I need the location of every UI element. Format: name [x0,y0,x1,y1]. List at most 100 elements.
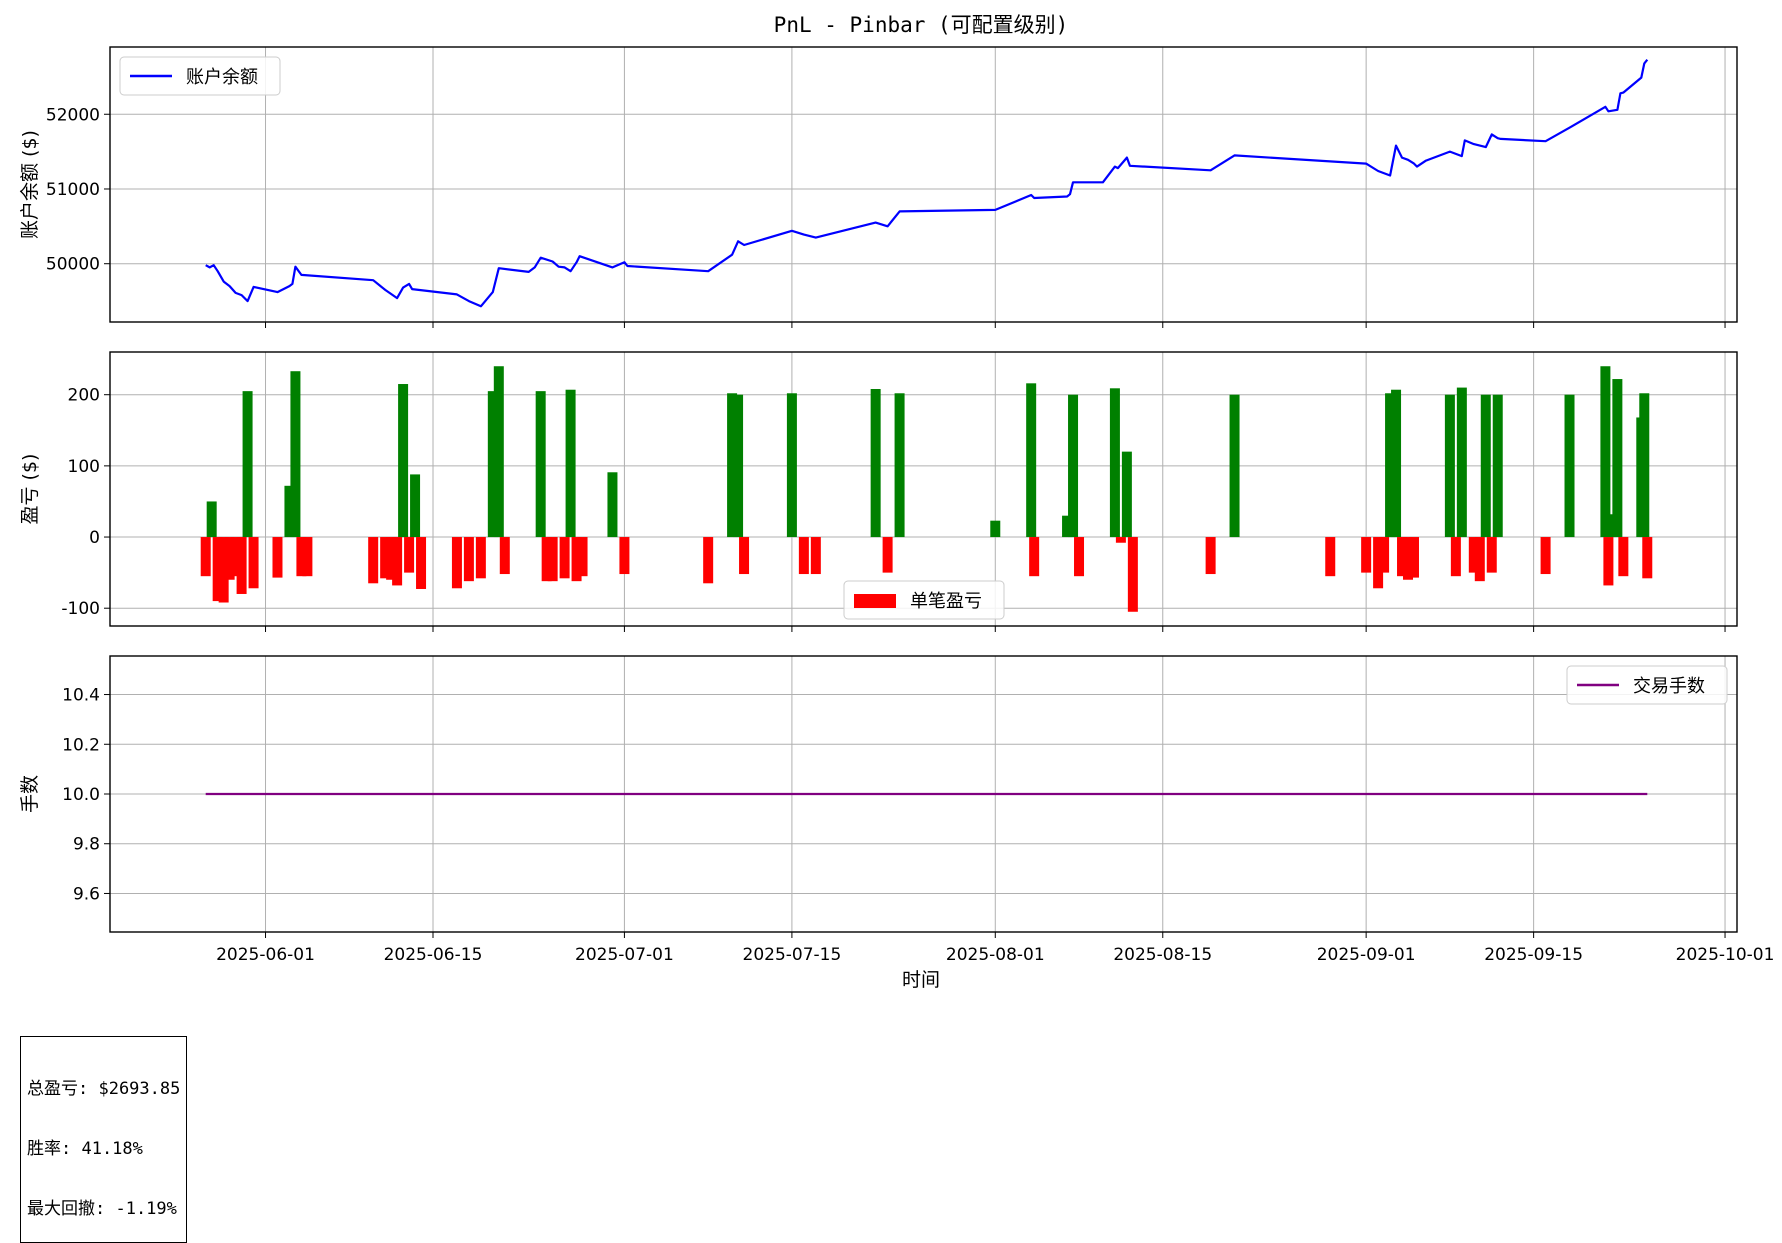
loss-bar [392,537,402,585]
x-tick-label: 2025-09-01 [1317,945,1416,965]
stats-box: 总盈亏: $2693.85 胜率: 41.18% 最大回撤: -1.19% [20,1036,187,1243]
loss-bar [739,537,749,574]
profit-bar [1230,395,1240,537]
x-tick-label: 2025-06-15 [384,945,483,965]
profit-bar [895,393,905,537]
profit-bar [536,391,546,537]
loss-bar [272,537,282,578]
x-axis-label: 时间 [902,969,940,991]
x-tick-label: 2025-07-01 [575,945,674,965]
loss-bar [1451,537,1461,576]
profit-bar [607,472,617,537]
loss-bar [237,537,247,594]
loss-bar [500,537,510,574]
profit-bar [1600,366,1610,537]
loss-bar [1074,537,1084,576]
total-pnl-text: 总盈亏: $2693.85 [27,1079,180,1099]
profit-bar [1481,395,1491,537]
loss-bar [452,537,462,588]
axes-frame [110,47,1737,322]
loss-bar [578,537,588,576]
profit-bar [990,521,1000,537]
figure: PnL - Pinbar (可配置级别) 500005100052000账户余额… [0,0,1782,1125]
x-tick-label: 2025-10-01 [1676,945,1775,965]
loss-bar [1361,537,1371,573]
legend-label: 交易手数 [1633,676,1705,697]
loss-bar [548,537,558,581]
loss-bar [1029,537,1039,576]
loss-bar [1206,537,1216,574]
y-axis-label: 盈亏 ($) [19,454,41,525]
loss-bar [1603,537,1613,585]
loss-bar [368,537,378,583]
y-tick-label: 100 [68,457,100,477]
x-tick-label: 2025-08-15 [1113,945,1212,965]
chart-title: PnL - Pinbar (可配置级别) [774,13,1069,37]
y-tick-label: 9.8 [73,835,100,855]
loss-bar [1487,537,1497,573]
loss-bar [416,537,426,589]
loss-bar [476,537,486,578]
x-tick-label: 2025-06-01 [216,945,315,965]
loss-bar [1128,537,1138,612]
loss-bar [703,537,713,583]
balance-line [206,60,1648,307]
loss-bar [1379,537,1389,573]
y-tick-label: -100 [61,599,100,619]
loss-bar [201,537,211,576]
loss-bar [404,537,414,573]
y-axis-label: 账户余额 ($) [19,130,41,239]
profit-bar [1068,395,1078,537]
legend-swatch [854,594,896,608]
y-tick-label: 0 [89,528,100,548]
loss-bar [1475,537,1485,581]
profit-bar [494,366,504,537]
loss-bar [883,537,893,573]
loss-bar [799,537,809,574]
y-axis-label: 手数 [19,775,41,813]
loss-bar [1618,537,1628,576]
profit-bar [1445,395,1455,537]
profit-bar [1612,379,1622,537]
legend: 交易手数 [1567,666,1727,704]
legend: 账户余额 [120,57,280,95]
x-tick-label: 2025-09-15 [1484,945,1583,965]
profit-bar [871,389,881,537]
y-tick-label: 200 [68,386,100,406]
y-tick-label: 52000 [46,105,100,125]
y-tick-label: 51000 [46,180,100,200]
profit-bar [1391,390,1401,537]
loss-bar [619,537,629,574]
legend: 单笔盈亏 [844,581,1004,619]
legend-label: 单笔盈亏 [910,591,982,612]
loss-bar [302,537,312,576]
loss-bar [1325,537,1335,576]
profit-bar [410,474,420,537]
profit-bar [1110,388,1120,537]
loss-bar [1116,537,1126,543]
profit-bar [1457,388,1467,537]
profit-bar [207,501,217,537]
profit-bar [787,393,797,537]
y-tick-label: 10.4 [62,686,100,706]
grid [110,47,1737,322]
loss-bar [811,537,821,574]
x-tick-label: 2025-08-01 [946,945,1045,965]
legend-label: 账户余额 [186,67,258,88]
win-rate-text: 胜率: 41.18% [27,1139,180,1159]
profit-bar [1565,395,1575,537]
max-drawdown-text: 最大回撤: -1.19% [27,1199,180,1219]
loss-bar [1541,537,1551,574]
profit-bar [1493,395,1503,537]
loss-bar [249,537,259,588]
y-tick-label: 10.0 [62,785,100,805]
y-tick-label: 10.2 [62,735,100,755]
profit-bar [1639,393,1649,537]
x-tick-label: 2025-07-15 [743,945,842,965]
profit-bar [1122,452,1132,537]
profit-bar [243,391,253,537]
loss-bar [1409,537,1419,578]
profit-bar [566,390,576,537]
